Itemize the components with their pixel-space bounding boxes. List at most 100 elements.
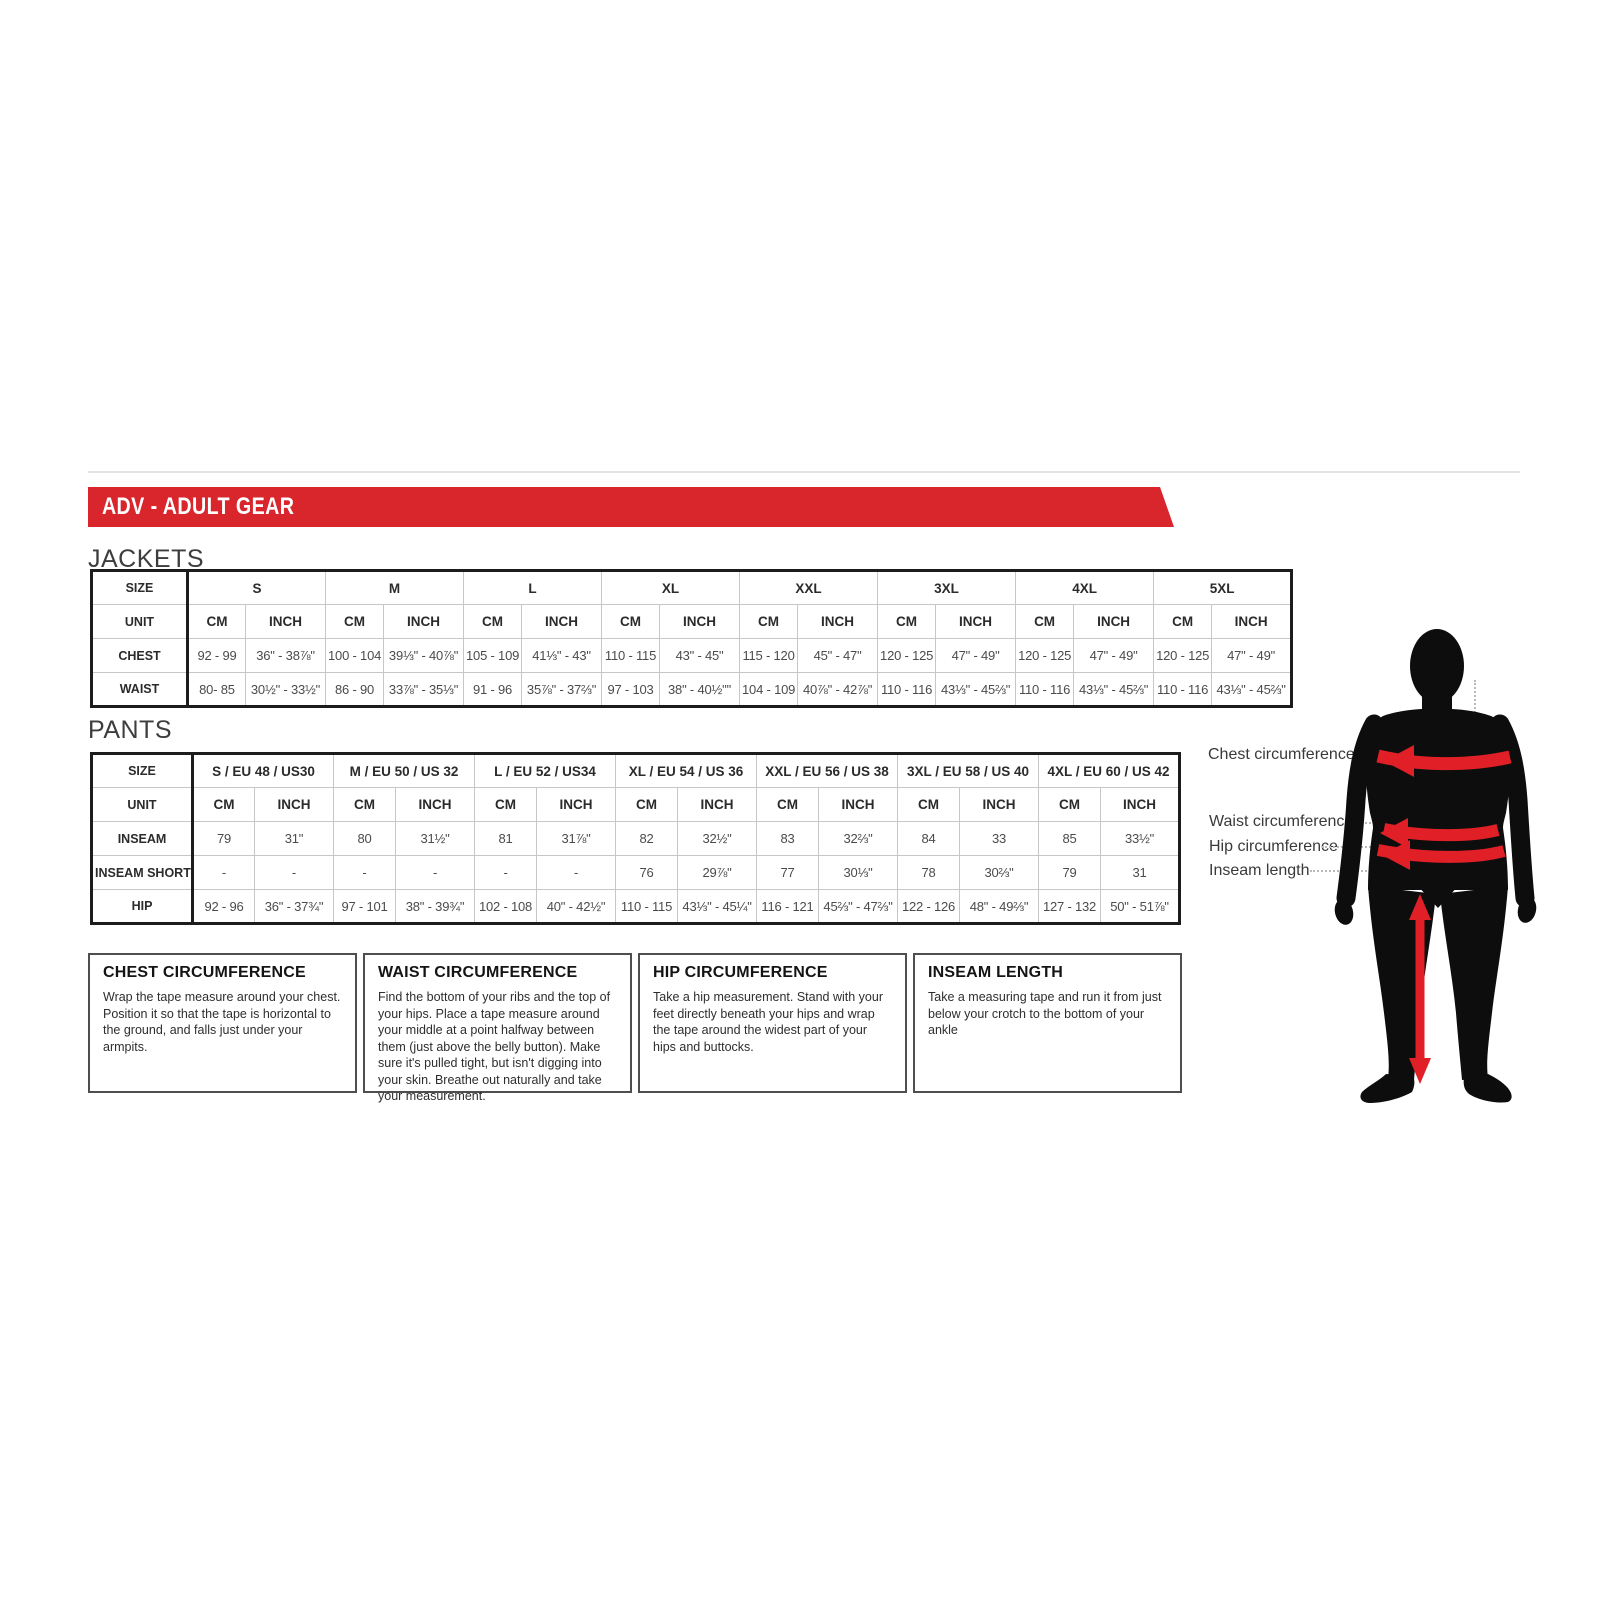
value-cell: 104 - 109 bbox=[739, 672, 799, 707]
value-cell: 102 - 108 bbox=[474, 889, 538, 924]
value-cell: 45⅔" - 47⅔" bbox=[818, 889, 899, 924]
inseam-info-title: INSEAM LENGTH bbox=[928, 964, 1064, 981]
value-cell: - bbox=[536, 855, 617, 890]
unit-cell: CM bbox=[187, 604, 246, 639]
figure-left-hand bbox=[1334, 899, 1354, 925]
value-cell: 30⅓" bbox=[818, 855, 899, 890]
value-cell: 38" - 40½"" bbox=[659, 672, 741, 707]
measurement-arrows bbox=[1376, 745, 1512, 1084]
size-header: SIZE bbox=[91, 570, 189, 605]
row-label: WAIST bbox=[91, 672, 189, 707]
unit-cell: INCH bbox=[254, 787, 334, 822]
unit-cell: CM bbox=[756, 787, 820, 822]
table-row: CHEST 92 - 99 36" - 38⅞" 100 - 104 39⅓" - 40… bbox=[91, 638, 1293, 673]
value-cell: 29⅞" bbox=[677, 855, 758, 890]
value-cell: 31" bbox=[254, 821, 334, 856]
unit-cell: INCH bbox=[383, 604, 465, 639]
size-group-header: 4XL / EU 60 / US 42 bbox=[1038, 753, 1181, 788]
size-group-header: S bbox=[186, 570, 327, 605]
unit-cell: INCH bbox=[244, 604, 327, 639]
row-label: INSEAM SHORT bbox=[91, 855, 194, 890]
value-cell: 97 - 101 bbox=[333, 889, 396, 924]
inseam-info-box: INSEAM LENGTH Take a measuring tape and … bbox=[913, 953, 1182, 1093]
value-cell: 30⅔" bbox=[959, 855, 1040, 890]
value-cell: 43⅓" - 45⅔" bbox=[935, 672, 1017, 707]
unit-cell: CM bbox=[192, 787, 255, 822]
unit-cell: INCH bbox=[521, 604, 603, 639]
unit-cell: INCH bbox=[818, 787, 899, 822]
size-group-header: S / EU 48 / US30 bbox=[192, 753, 334, 788]
figure-right-hand bbox=[1517, 897, 1537, 923]
unit-cell: CM bbox=[739, 604, 799, 639]
value-cell: 40⅞" - 42⅞" bbox=[797, 672, 879, 707]
unit-cell: CM bbox=[325, 604, 385, 639]
unit-cell: INCH bbox=[797, 604, 879, 639]
inseam-length-label: Inseam length bbox=[1209, 862, 1310, 879]
value-cell: 110 - 116 bbox=[1153, 672, 1213, 707]
value-cell: 120 - 125 bbox=[1015, 638, 1075, 673]
value-cell: 100 - 104 bbox=[325, 638, 385, 673]
value-cell: 110 - 116 bbox=[877, 672, 937, 707]
value-cell: 92 - 99 bbox=[187, 638, 246, 673]
size-group-header: L / EU 52 / US34 bbox=[474, 753, 617, 788]
jackets-section-label: JACKETS bbox=[88, 545, 205, 573]
value-cell: 86 - 90 bbox=[325, 672, 385, 707]
value-cell: 84 bbox=[897, 821, 961, 856]
unit-cell: INCH bbox=[1100, 787, 1181, 822]
value-cell: 77 bbox=[756, 855, 820, 890]
figure-torso bbox=[1365, 708, 1511, 890]
value-cell: 92 - 96 bbox=[192, 889, 255, 924]
value-cell: 39⅓" - 40⅞" bbox=[383, 638, 465, 673]
value-cell: 31½" bbox=[394, 821, 476, 856]
body-silhouette bbox=[1334, 629, 1537, 1103]
value-cell: 35⅞" - 37⅔" bbox=[521, 672, 603, 707]
unit-cell: INCH bbox=[1073, 604, 1155, 639]
unit-cell: INCH bbox=[394, 787, 476, 822]
size-group-header: XL / EU 54 / US 36 bbox=[615, 753, 758, 788]
unit-cell: INCH bbox=[935, 604, 1017, 639]
unit-header: UNIT bbox=[91, 787, 194, 822]
pants-size-table: SIZE S / EU 48 / US30 M / EU 50 / US 32 L /… bbox=[90, 752, 1182, 925]
section-banner: ADV - ADULT GEAR bbox=[88, 487, 1174, 527]
value-cell: 80- 85 bbox=[187, 672, 246, 707]
value-cell: 47" - 49" bbox=[1073, 638, 1155, 673]
value-cell: 31⅞" bbox=[536, 821, 617, 856]
value-cell: 38" - 39¾" bbox=[394, 889, 476, 924]
chest-arrowhead-icon bbox=[1384, 745, 1414, 777]
value-cell: 122 - 126 bbox=[897, 889, 961, 924]
unit-cell: CM bbox=[615, 787, 679, 822]
value-cell: 32½" bbox=[677, 821, 758, 856]
unit-cell: INCH bbox=[959, 787, 1040, 822]
value-cell: 110 - 115 bbox=[615, 889, 679, 924]
figure-head bbox=[1410, 629, 1464, 703]
value-cell: 120 - 125 bbox=[877, 638, 937, 673]
value-cell: 47" - 49" bbox=[935, 638, 1017, 673]
hip-info-box: HIP CIRCUMFERENCE Take a hip measurement… bbox=[638, 953, 907, 1093]
size-group-header: 4XL bbox=[1015, 570, 1155, 605]
value-cell: 110 - 116 bbox=[1015, 672, 1075, 707]
row-label: INSEAM bbox=[91, 821, 194, 856]
figure-right-leg bbox=[1440, 886, 1508, 1080]
value-cell: 97 - 103 bbox=[601, 672, 661, 707]
row-label: HIP bbox=[91, 889, 194, 924]
value-cell: 127 - 132 bbox=[1038, 889, 1102, 924]
figure-crotch bbox=[1416, 884, 1460, 908]
value-cell: 36" - 38⅞" bbox=[244, 638, 327, 673]
waist-circumference-label: Waist circumference bbox=[1209, 813, 1354, 830]
value-cell: 120 - 125 bbox=[1153, 638, 1213, 673]
waist-info-title: WAIST CIRCUMFERENCE bbox=[378, 964, 578, 981]
value-cell: 32⅔" bbox=[818, 821, 899, 856]
unit-cell: CM bbox=[601, 604, 661, 639]
waist-leader-line bbox=[1345, 822, 1391, 824]
value-cell: 30½" - 33½" bbox=[244, 672, 327, 707]
inseam-arrowhead-up-icon bbox=[1409, 894, 1431, 920]
measurement-instructions: CHEST CIRCUMFERENCE Wrap the tape measur… bbox=[88, 953, 1182, 1103]
figure-right-arm bbox=[1490, 714, 1535, 908]
value-cell: 82 bbox=[615, 821, 679, 856]
value-cell: 41⅓" - 43" bbox=[521, 638, 603, 673]
unit-cell: CM bbox=[897, 787, 961, 822]
size-group-header: XL bbox=[601, 570, 741, 605]
value-cell: 105 - 109 bbox=[463, 638, 523, 673]
size-group-header: L bbox=[463, 570, 603, 605]
value-cell: 79 bbox=[192, 821, 255, 856]
